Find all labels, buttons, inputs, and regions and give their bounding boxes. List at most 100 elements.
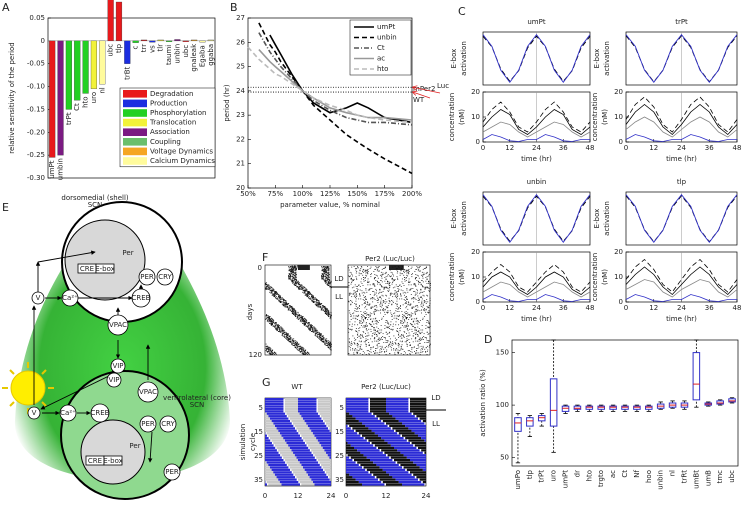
- simulated-activity: [309, 427, 329, 430]
- activity: [303, 354, 305, 355]
- activity: [414, 351, 416, 352]
- simulated-activity: [370, 400, 386, 403]
- activity: [398, 334, 400, 336]
- activity: [275, 322, 277, 324]
- activity: [290, 342, 292, 343]
- activity: [406, 328, 408, 329]
- activity: [391, 277, 393, 279]
- activity: [278, 325, 280, 326]
- activity: [359, 293, 361, 295]
- legend-swatch: [123, 109, 147, 117]
- activity: [294, 283, 296, 285]
- activity: [280, 300, 282, 302]
- activity: [374, 299, 376, 300]
- activity: [274, 327, 276, 329]
- simulated-activity: [370, 405, 386, 408]
- activity: [300, 315, 302, 317]
- activity: [404, 341, 406, 343]
- simulated-activity: [265, 437, 269, 440]
- simulated-activity: [355, 478, 378, 481]
- activity: [269, 322, 271, 324]
- y-tick-label: 0: [476, 138, 480, 146]
- activity: [269, 319, 271, 320]
- activity: [322, 307, 324, 309]
- activity: [267, 315, 269, 317]
- activity: [326, 277, 328, 278]
- activity: [400, 293, 402, 295]
- activity: [310, 325, 312, 327]
- activity: [367, 335, 369, 337]
- activity: [403, 294, 405, 296]
- activity: [380, 337, 382, 338]
- activity: [413, 346, 415, 348]
- activity: [392, 302, 394, 303]
- activity: [389, 341, 391, 343]
- activity: [362, 269, 364, 271]
- activity: [275, 297, 277, 299]
- activity: [408, 278, 410, 280]
- simulated-activity: [265, 451, 279, 454]
- activity: [386, 287, 388, 289]
- series-line: [482, 101, 591, 133]
- activity: [292, 310, 294, 312]
- activity: [314, 303, 316, 305]
- activity: [406, 328, 408, 330]
- activity: [368, 328, 370, 330]
- x-tick-label: 24: [677, 304, 686, 312]
- activity: [376, 334, 378, 336]
- activity: [292, 271, 294, 272]
- activity: [426, 326, 428, 328]
- activity: [394, 266, 396, 267]
- activity: [293, 272, 295, 274]
- activity: [411, 328, 413, 330]
- simulated-activity: [283, 437, 302, 440]
- activity: [298, 319, 300, 320]
- activity: [299, 286, 301, 288]
- activity: [292, 266, 294, 267]
- activity: [420, 296, 422, 298]
- diagram-label: PER: [141, 420, 155, 428]
- simulated-activity: [394, 459, 410, 462]
- activity: [371, 321, 373, 323]
- activity: [419, 310, 421, 312]
- x-tick-label: 0: [624, 144, 628, 152]
- activity: [372, 306, 374, 308]
- activity: [296, 286, 298, 288]
- activity: [396, 305, 398, 307]
- activity: [401, 298, 403, 300]
- activity: [282, 334, 284, 335]
- activity: [294, 268, 296, 270]
- activity: [279, 328, 281, 330]
- activity: [328, 281, 330, 283]
- activity: [325, 313, 327, 315]
- activity: [318, 306, 320, 308]
- activity: [370, 324, 372, 326]
- activity: [291, 279, 293, 281]
- simulated-activity: [346, 410, 369, 413]
- activity: [361, 273, 363, 275]
- activity: [382, 336, 384, 337]
- activity: [397, 291, 399, 292]
- y-tick-label: 20: [614, 248, 623, 256]
- activity: [401, 268, 403, 269]
- activity: [325, 338, 327, 340]
- diagram-node: [131, 288, 151, 308]
- activity: [415, 332, 417, 334]
- diagram-box: [103, 455, 123, 466]
- activity: [318, 305, 320, 306]
- activity: [312, 297, 314, 299]
- simulated-activity: [378, 434, 401, 437]
- activity: [293, 271, 295, 273]
- activity: [300, 349, 302, 351]
- activity: [319, 302, 321, 303]
- activity: [413, 283, 415, 285]
- diagram-label: VIP: [108, 376, 119, 384]
- activity: [281, 329, 283, 331]
- activity: [292, 274, 294, 275]
- activity: [406, 344, 408, 346]
- activity: [357, 346, 359, 348]
- activity: [354, 284, 356, 286]
- activity: [402, 348, 404, 350]
- activity: [426, 283, 428, 284]
- bar: [57, 40, 64, 156]
